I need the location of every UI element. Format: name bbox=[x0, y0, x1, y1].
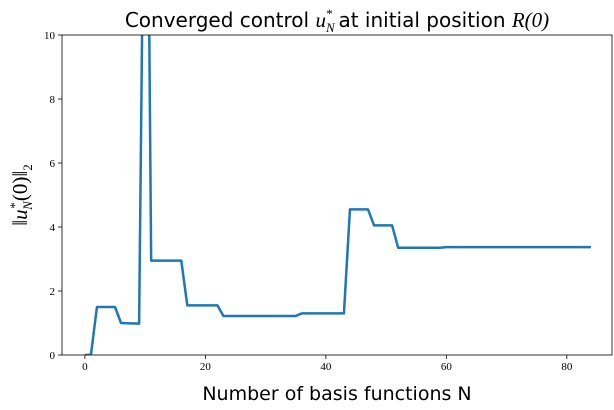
x-tick-label: 20 bbox=[200, 361, 212, 373]
y-axis-label: ‖u*N(0)‖2 bbox=[7, 164, 35, 225]
data-line bbox=[84, 35, 591, 355]
x-axis-label: Number of basis functions N bbox=[202, 383, 471, 405]
x-tick-label: 80 bbox=[561, 361, 573, 373]
y-tick-label: 0 bbox=[50, 350, 56, 362]
y-tick-label: 8 bbox=[50, 94, 56, 106]
y-tick-label: 10 bbox=[44, 30, 56, 42]
x-tick-label: 0 bbox=[82, 361, 88, 373]
y-tick-label: 6 bbox=[50, 158, 56, 170]
y-tick-label: 2 bbox=[50, 286, 56, 298]
chart-title: Converged control uN* at initial positio… bbox=[125, 6, 549, 35]
x-tick-label: 60 bbox=[441, 361, 453, 373]
plot-frame bbox=[61, 34, 613, 356]
x-tick-label: 40 bbox=[320, 361, 332, 373]
y-tick-label: 4 bbox=[50, 222, 56, 234]
